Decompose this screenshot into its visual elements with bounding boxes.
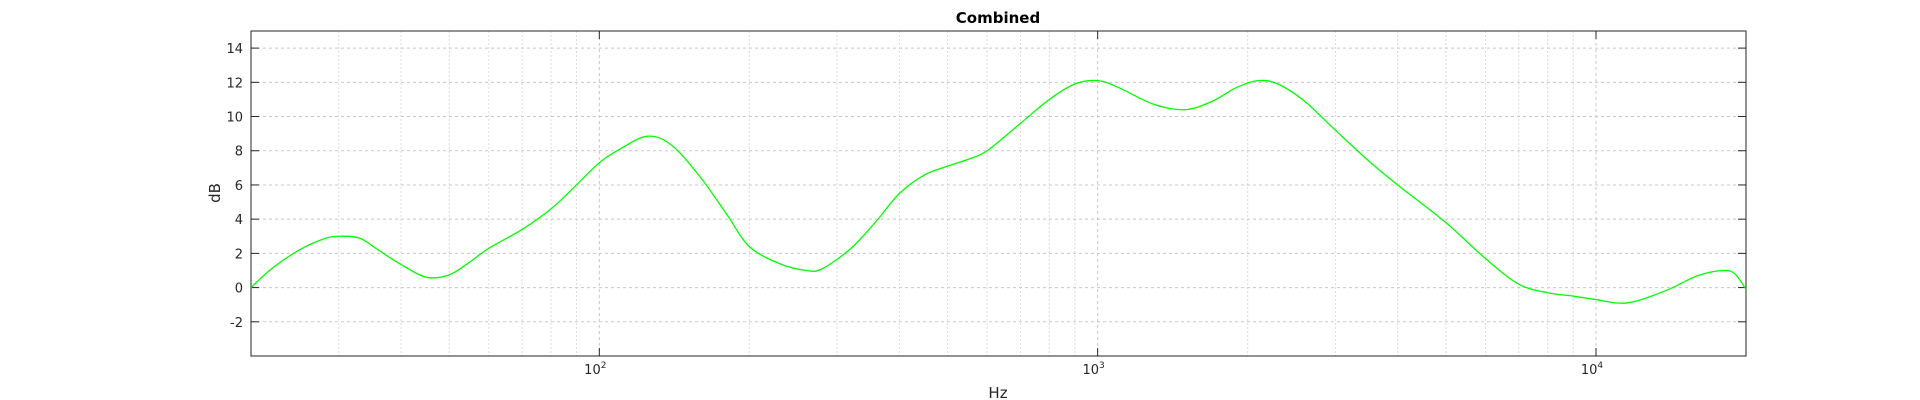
series-line bbox=[250, 79, 1747, 304]
y-tick-label: 4 bbox=[235, 213, 243, 228]
axis-ticks: 102 103 104 -2 0 2 4 6 8 10 12 14 bbox=[226, 31, 1746, 378]
y-tick-label: 2 bbox=[235, 247, 243, 262]
y-tick-label: 14 bbox=[226, 42, 243, 57]
y-tick-label: 8 bbox=[235, 145, 243, 160]
y-tick-label: 6 bbox=[235, 179, 243, 194]
x-tick-label: 103 bbox=[1083, 361, 1105, 378]
y-axis-label: dB bbox=[206, 183, 224, 203]
grid bbox=[251, 31, 1746, 356]
x-tick-label: 102 bbox=[584, 361, 606, 378]
y-tick-label: 12 bbox=[226, 76, 243, 91]
plot-frame bbox=[250, 30, 1747, 357]
chart-title: Combined bbox=[956, 9, 1040, 27]
y-tick-label: -2 bbox=[230, 316, 243, 331]
x-axis-label: Hz bbox=[988, 384, 1007, 400]
y-tick-label: 10 bbox=[226, 111, 243, 126]
x-tick-label: 104 bbox=[1581, 361, 1604, 378]
series-layer bbox=[250, 79, 1747, 304]
y-tick-label: 0 bbox=[235, 282, 243, 297]
